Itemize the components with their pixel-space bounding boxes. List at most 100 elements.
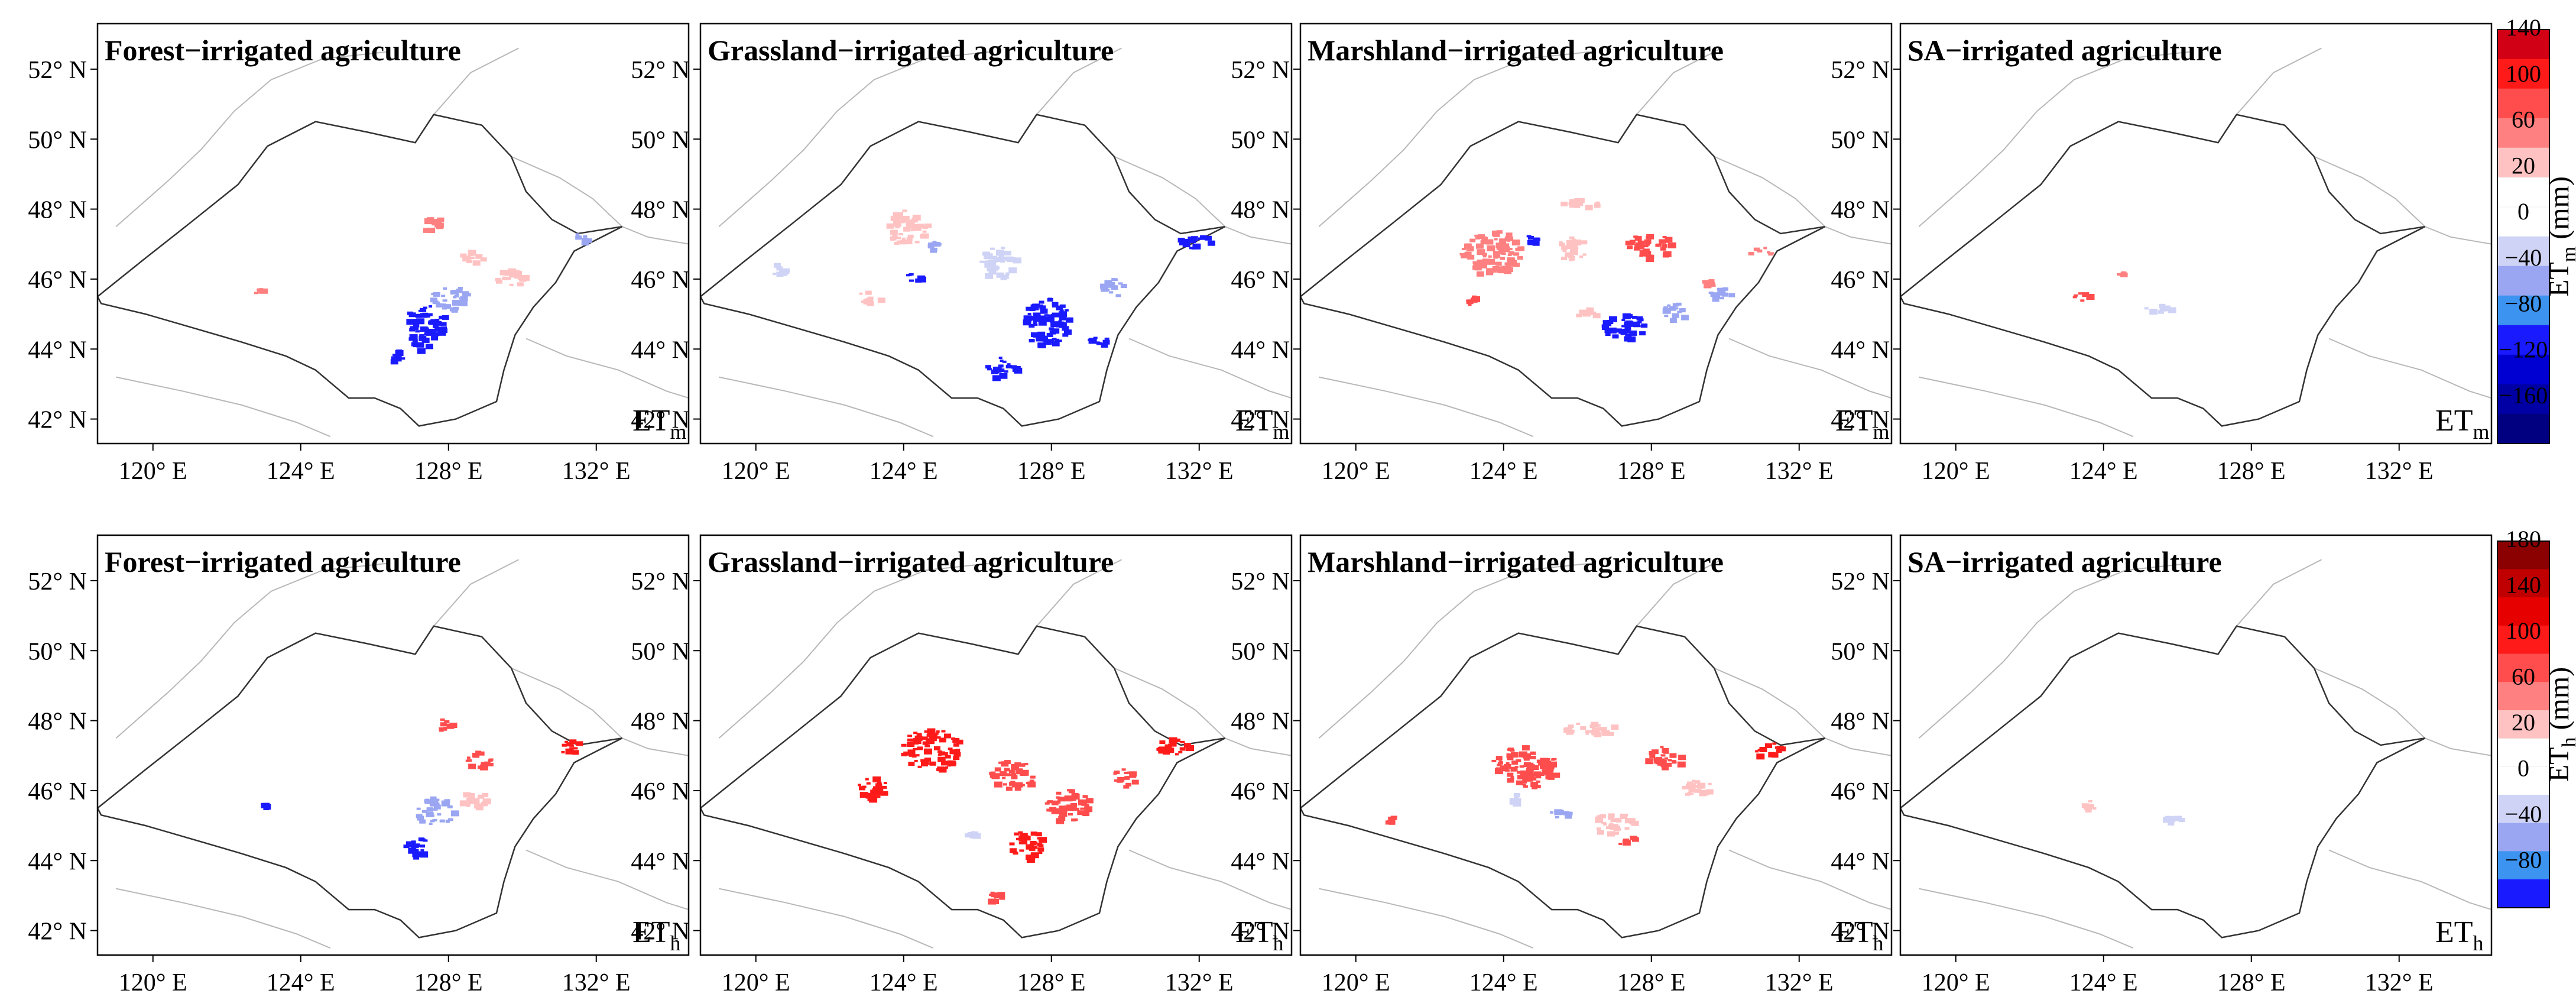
data-pixel [429,305,433,308]
data-pixel [1037,331,1046,337]
data-pixel [1662,765,1669,771]
latitude-label: 44° N [1831,336,1890,364]
data-pixel [1192,243,1201,250]
basin-outline [98,114,623,427]
data-pixel [1064,329,1072,335]
longitude-label: 120° E [1922,969,1990,996]
data-pixel [1023,319,1031,326]
panel-content [98,47,689,438]
latitude-label: 46° N [1831,267,1890,294]
corner-label-sub: m [1273,420,1290,444]
data-pixel [1029,324,1035,328]
data-pixel [949,749,957,755]
data-pixel [417,815,424,821]
data-pixel [442,307,447,310]
data-pixel [1769,252,1774,255]
data-pixel [903,226,911,232]
data-pixel [1519,765,1524,768]
data-pixel [909,219,913,222]
data-pixel [1672,760,1676,763]
data-pixel [1504,262,1510,266]
data-pixel [1555,815,1559,818]
data-pixel [419,819,426,824]
data-pixel [1649,755,1656,759]
latitude-label: 42° N [28,407,87,434]
latitude-label: 46° N [1231,778,1290,805]
data-pixel [1482,258,1490,264]
data-pixel [1049,327,1055,331]
data-pixel [1530,751,1536,755]
data-pixel [1478,234,1485,240]
data-pixel [1569,199,1576,203]
longitude-label: 124° E [2069,458,2138,485]
data-pixel [1000,276,1007,280]
data-pixel [1699,791,1707,797]
colorbar-title-main: ET [2543,747,2575,782]
data-pixel [514,273,523,279]
data-pixel [1198,237,1202,240]
data-pixel [1636,316,1643,321]
data-pixel [1026,857,1035,863]
data-pixel [2082,292,2090,297]
data-pixel [1063,808,1068,811]
data-pixel [1659,760,1666,765]
map-panel-eth-1: Forest−irrigated agriculture ETh 52° N 50° … [28,534,690,996]
data-pixel [1472,261,1478,264]
data-pixel [480,257,487,262]
data-pixel [1538,772,1545,776]
data-pixel [1637,321,1642,323]
longitude-label: 132° E [2365,458,2434,485]
data-pixel [1569,258,1573,261]
background-boundary-line [1728,849,1892,911]
data-pixel [1065,317,1073,323]
data-pixel [434,326,442,331]
data-pixel [1189,247,1193,250]
colorbar-segment [2497,206,2550,237]
data-pixel [420,308,427,312]
background-boundary-line [525,338,689,399]
data-pixel [1109,291,1114,294]
colorbar-tick-label: −40 [2505,244,2542,271]
data-pixel [934,746,940,750]
data-pixel [1008,774,1013,776]
data-pixel [2144,307,2149,310]
data-pixel [987,368,992,371]
data-pixel [1056,305,1063,310]
data-pixel [1052,328,1060,334]
data-pixel [1044,316,1050,320]
data-pixel [1528,240,1536,245]
data-pixel [902,237,906,240]
longitude-label: 132° E [562,969,631,996]
data-pixel [1517,256,1523,260]
colorbar-tick-label: 60 [2512,106,2535,133]
data-pixel [1523,762,1531,767]
panel-frame [699,534,1293,956]
panel-title: SA−irrigated agriculture [1907,545,2222,578]
data-pixel [861,300,865,303]
data-pixel [1036,336,1043,342]
data-pixel [2087,804,2092,807]
data-pixel [1499,266,1507,272]
data-pixel [1569,236,1575,240]
data-pixel [442,727,447,731]
data-pixel [1643,248,1650,253]
data-pixel [1120,284,1127,288]
data-pixel [1508,251,1514,255]
data-pixel [1074,807,1080,811]
data-pixel [412,339,418,342]
data-pixel [1585,732,1589,735]
data-pixel [1052,312,1059,318]
data-pixel [859,292,863,295]
data-pixel [1580,726,1587,730]
data-pixel [436,303,443,308]
data-pixel [1000,374,1005,377]
data-pixel [1672,761,1677,764]
background-boundary-line [718,51,992,227]
data-pixel [1486,270,1493,276]
data-pixel [1029,779,1034,782]
background-boundary-line [115,562,390,739]
data-pixel [1663,239,1669,243]
data-pixel [779,270,788,276]
data-pixel [576,235,580,238]
